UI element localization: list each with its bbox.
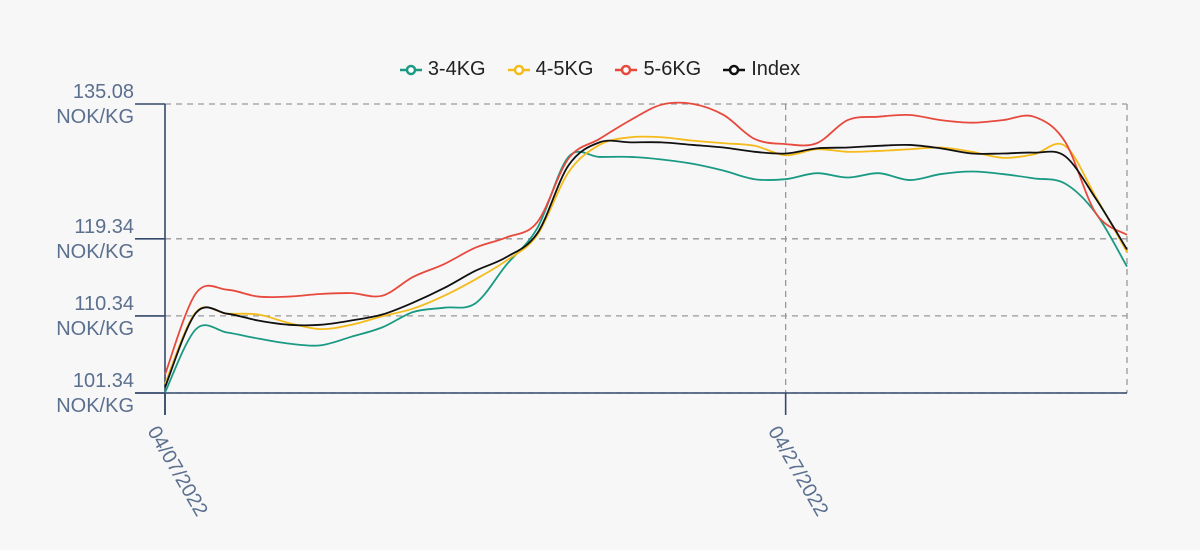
legend-label: 4-5KG (535, 58, 594, 80)
legend-marker-icon (507, 64, 530, 75)
y-tick-label: 135.08 (73, 81, 134, 103)
series-line-index (164, 139, 1128, 388)
legend: 3-4KG 4-5KG 5-6KG Index (0, 58, 1200, 81)
legend-item-3-4kg[interactable]: 3-4KG (399, 58, 486, 81)
y-tick-unit: NOK/KG (56, 106, 134, 128)
y-tick-unit: NOK/KG (56, 395, 134, 417)
x-tick-label: 04/27/2022 (763, 423, 832, 521)
legend-marker-icon (615, 64, 638, 75)
y-tick-unit: NOK/KG (56, 241, 134, 263)
series-line-3-4kg (164, 150, 1128, 393)
y-tick-label: 101.34 (73, 370, 134, 392)
legend-item-index[interactable]: Index (723, 58, 800, 81)
y-tick-unit: NOK/KG (56, 318, 134, 340)
series-line-5-6kg (164, 101, 1128, 375)
legend-label: 5-6KG (643, 58, 702, 80)
legend-marker-icon (723, 64, 746, 75)
legend-item-4-5kg[interactable]: 4-5KG (507, 58, 594, 81)
y-tick-label: 119.34 (74, 216, 134, 238)
series-line-4-5kg (164, 135, 1128, 385)
legend-item-5-6kg[interactable]: 5-6KG (615, 58, 701, 81)
y-tick-label: 110.34 (74, 293, 134, 315)
legend-marker-icon (399, 64, 422, 75)
legend-label: Index (751, 58, 801, 80)
x-tick-label: 04/07/2022 (143, 423, 212, 521)
legend-label: 3-4KG (427, 58, 486, 80)
